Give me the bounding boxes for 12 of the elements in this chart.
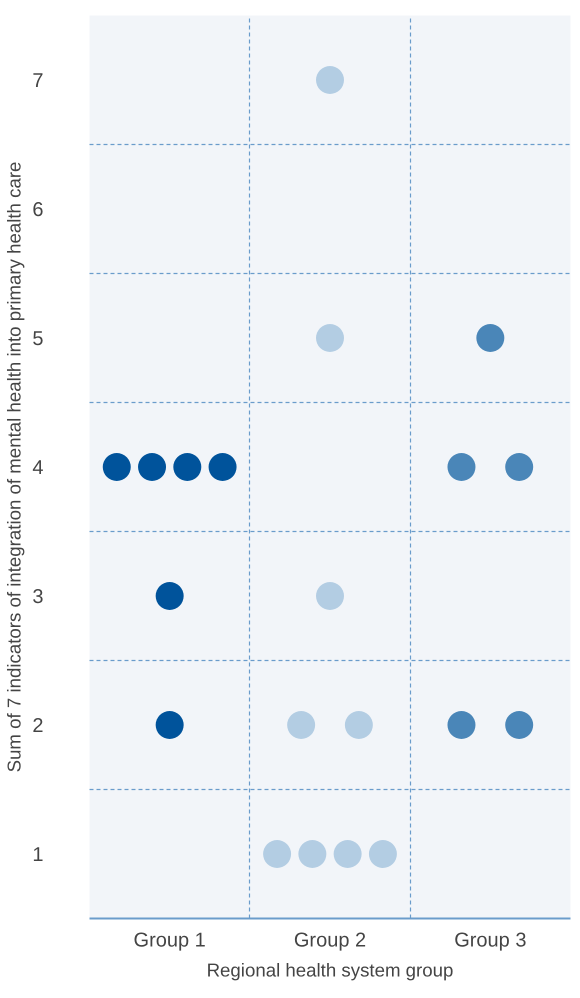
x-tick-label: Group 1 [134, 930, 206, 952]
y-tick-label: 4 [32, 457, 44, 479]
y-tick-label: 7 [32, 70, 44, 92]
y-tick-label: 6 [32, 199, 44, 221]
y-tick-label: 1 [32, 844, 44, 866]
y-axis-title: Sum of 7 indicators of integration of mental health into primary health care [3, 162, 24, 772]
y-tick-label: 2 [32, 715, 44, 737]
x-axis-title: Regional health system group [206, 960, 454, 980]
x-tick-label: Group 2 [294, 930, 366, 952]
x-tick-label: Group 3 [454, 930, 526, 952]
y-tick-label: 3 [32, 586, 44, 608]
y-tick-label: 5 [32, 328, 44, 350]
